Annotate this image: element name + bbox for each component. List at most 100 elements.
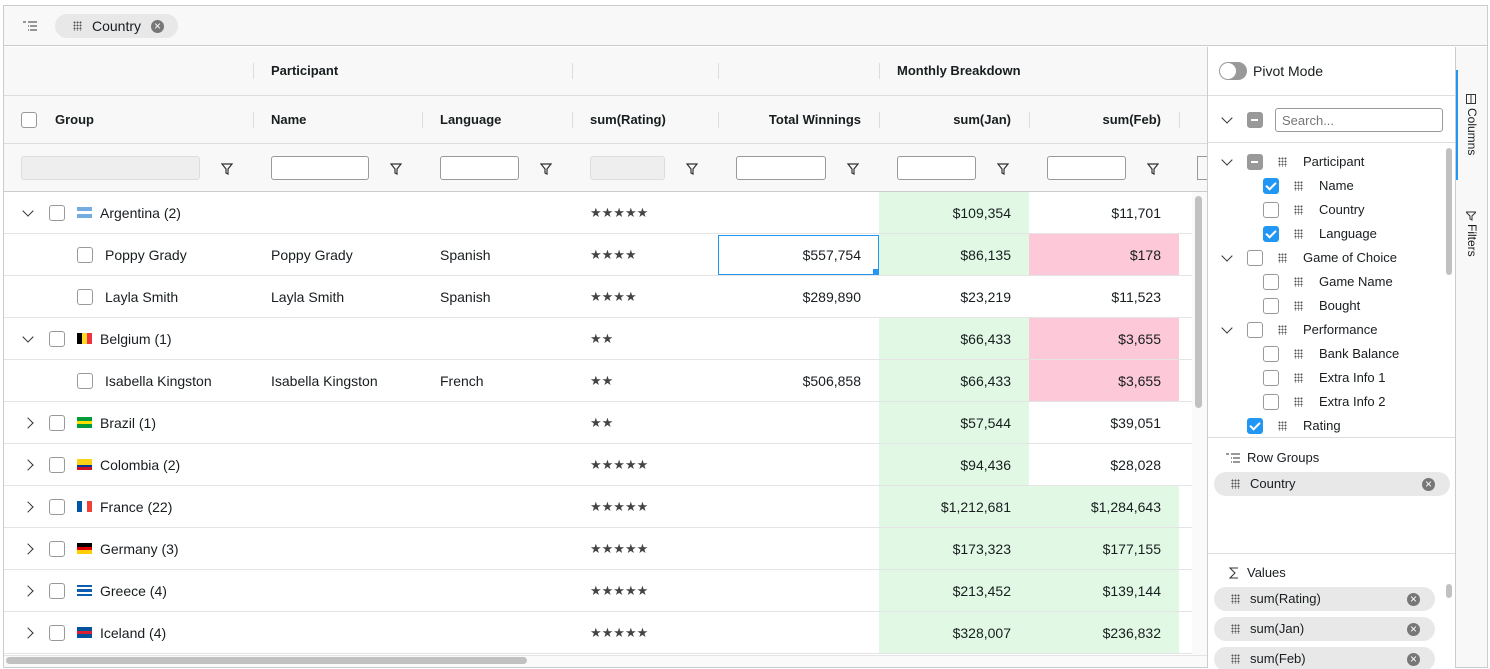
jan-cell: $173,323	[953, 540, 1011, 558]
header-line	[4, 95, 1207, 96]
col-separator	[253, 112, 254, 128]
filter-icon[interactable]	[997, 162, 1009, 174]
row-group-icon	[1226, 452, 1240, 464]
checkbox[interactable]	[1247, 154, 1263, 170]
remove-chip[interactable]	[151, 20, 164, 33]
group-separator	[253, 63, 254, 79]
search-input[interactable]	[1275, 108, 1443, 132]
v-scrollbar	[1195, 196, 1202, 408]
checkbox[interactable]	[49, 499, 65, 515]
checkbox[interactable]	[1263, 226, 1279, 242]
checkbox[interactable]	[1247, 112, 1263, 128]
remove-chip[interactable]	[1407, 653, 1420, 666]
checkbox[interactable]	[1247, 418, 1263, 434]
drag-handle	[1294, 301, 1303, 311]
chip-label: Country	[92, 17, 141, 35]
name-cell: Layla Smith	[271, 288, 344, 306]
language-cell: French	[440, 372, 484, 390]
flag	[77, 627, 92, 638]
name-cell: Isabella Kingston	[271, 372, 378, 390]
filter-icon[interactable]	[221, 162, 233, 174]
checkbox[interactable]	[21, 112, 37, 128]
col-separator	[572, 112, 573, 128]
column-item: Rating	[1303, 417, 1341, 435]
checkbox[interactable]	[1247, 322, 1263, 338]
col-separator	[422, 112, 423, 128]
column-item: Game of Choice	[1303, 249, 1397, 267]
checkbox[interactable]	[1263, 274, 1279, 290]
filter-icon[interactable]	[686, 162, 698, 174]
columns-tab[interactable]: Columns	[1463, 108, 1481, 155]
drag-handle	[1294, 397, 1303, 407]
rating-cell: ★★	[590, 414, 613, 432]
column-header: sum(Jan)	[953, 111, 1011, 129]
checkbox[interactable]	[77, 247, 93, 263]
feb-cell: $3,655	[1118, 372, 1161, 390]
checkbox[interactable]	[1263, 394, 1279, 410]
feb-cell: $236,832	[1103, 624, 1161, 642]
jan-cell: $57,544	[960, 414, 1011, 432]
group-cell: Belgium (1)	[100, 330, 172, 348]
filter-icon[interactable]	[390, 162, 402, 174]
drag-handle	[1294, 373, 1303, 383]
column-item: Bank Balance	[1319, 345, 1399, 363]
checkbox[interactable]	[49, 541, 65, 557]
filters-tab-icon	[1466, 208, 1476, 218]
header-group: Monthly Breakdown	[897, 62, 1021, 80]
rating-cell: ★★★★★	[590, 456, 648, 474]
checkbox[interactable]	[77, 289, 93, 305]
filter-icon[interactable]	[847, 162, 859, 174]
checkbox[interactable]	[1263, 298, 1279, 314]
language-cell: Spanish	[440, 288, 491, 306]
flag-stripe	[77, 550, 92, 554]
checkbox[interactable]	[49, 625, 65, 641]
group-cell: Argentina (2)	[100, 204, 181, 222]
jan-cell: $86,135	[960, 246, 1011, 264]
column-item: Language	[1319, 225, 1377, 243]
rating-cell: ★★★★★	[590, 582, 648, 600]
jan-cell: $328,007	[953, 624, 1011, 642]
filter-input[interactable]	[440, 156, 519, 180]
chip-label: Country	[1250, 475, 1296, 493]
checkbox[interactable]	[49, 457, 65, 473]
tree-scrollbar	[1446, 148, 1452, 275]
drag-handle	[1231, 594, 1240, 604]
column-header: Group	[55, 111, 94, 129]
drag-handle	[1278, 253, 1287, 263]
checkbox[interactable]	[49, 415, 65, 431]
checkbox[interactable]	[49, 205, 65, 221]
checkbox[interactable]	[49, 583, 65, 599]
column-item: Bought	[1319, 297, 1360, 315]
checkbox[interactable]	[1247, 250, 1263, 266]
remove-chip[interactable]	[1407, 623, 1420, 636]
col-separator	[1029, 112, 1030, 128]
feb-cell: $178	[1130, 246, 1161, 264]
filter-input[interactable]	[897, 156, 976, 180]
filter-icon[interactable]	[540, 162, 552, 174]
chip-label: sum(Feb)	[1250, 650, 1306, 668]
toggle-knob	[1220, 63, 1236, 79]
col-separator	[718, 112, 719, 128]
filter-disabled	[21, 156, 200, 180]
flag	[77, 543, 92, 554]
remove-chip[interactable]	[1407, 593, 1420, 606]
value-chip	[1214, 647, 1435, 669]
filter-input[interactable]	[1047, 156, 1126, 180]
checkbox[interactable]	[1263, 202, 1279, 218]
remove-chip[interactable]	[1422, 478, 1435, 491]
checkbox[interactable]	[1263, 178, 1279, 194]
group-cell: Iceland (4)	[100, 624, 166, 642]
filter-input[interactable]	[271, 156, 369, 180]
checkbox[interactable]	[1263, 346, 1279, 362]
checkbox[interactable]	[77, 373, 93, 389]
checkbox[interactable]	[1263, 370, 1279, 386]
flag-stripe	[77, 214, 92, 218]
filter-icon[interactable]	[1147, 162, 1159, 174]
filter-input[interactable]	[736, 156, 826, 180]
winnings-cell: $289,890	[803, 288, 861, 306]
filters-tab[interactable]: Filters	[1463, 224, 1481, 257]
checkbox[interactable]	[49, 331, 65, 347]
name-cell: Poppy Grady	[271, 246, 353, 264]
drag-handle	[1231, 654, 1240, 664]
